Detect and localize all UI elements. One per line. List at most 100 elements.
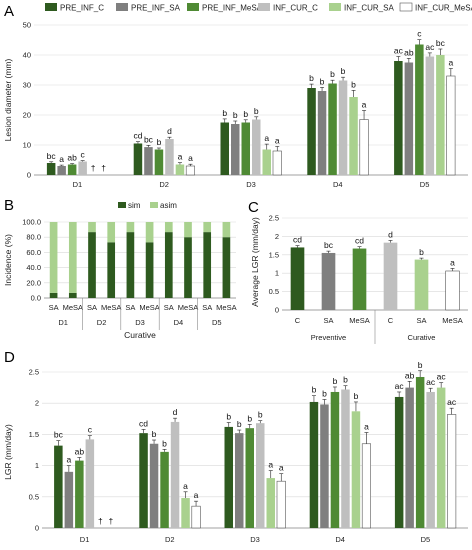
legend-swatch bbox=[116, 3, 128, 11]
panel-a-significance-letter: bc bbox=[47, 151, 57, 161]
panel-b-stacked-bar-sim bbox=[164, 232, 173, 298]
panel-c-bar bbox=[290, 247, 305, 310]
panel-c-group-label: Curative bbox=[408, 333, 436, 342]
panel-a-bar bbox=[394, 61, 403, 175]
panel-d-significance-letter: a bbox=[268, 460, 273, 470]
legend-label: INF_CUR_SA bbox=[344, 4, 394, 13]
panel-d-significance-letter: b bbox=[418, 360, 423, 370]
panel-d-bar bbox=[245, 428, 254, 528]
legend-swatch bbox=[187, 3, 199, 11]
panel-a-bar bbox=[133, 143, 143, 175]
panel-a-category-label: D2 bbox=[159, 180, 169, 189]
panel-d-bar bbox=[181, 498, 190, 528]
panel-c-category-label: SA bbox=[323, 316, 333, 325]
panel-a-significance-letter: cd bbox=[133, 131, 142, 141]
panel-c-bar bbox=[383, 242, 398, 310]
panel-d-significance-letter: a bbox=[279, 463, 284, 473]
panel-label-d: D bbox=[4, 349, 15, 366]
panel-a-bar bbox=[144, 147, 153, 175]
panel-d-category-label: D2 bbox=[165, 535, 175, 544]
panel-a-y-tick-label: 30 bbox=[23, 81, 31, 90]
panel-c-bar bbox=[445, 270, 460, 311]
panel-a-significance-letter: b bbox=[157, 137, 162, 147]
panel-b-y-tick-label: 80.0 bbox=[26, 233, 41, 242]
panel-d-y-tick-label: 0 bbox=[35, 524, 39, 533]
panel-b-stacked-bar-sim bbox=[203, 232, 212, 298]
panel-a-significance-letter: ab bbox=[404, 47, 414, 57]
panel-b-y-axis-title: Incidence (%) bbox=[3, 234, 13, 286]
panel-b-category-label: SA bbox=[164, 303, 174, 312]
panel-a-bar bbox=[446, 75, 456, 176]
panel-b-group-label: D4 bbox=[174, 318, 184, 327]
panel-a-significance-letter: bc bbox=[436, 38, 446, 48]
panel-c-significance-letter: bc bbox=[324, 240, 334, 250]
panel-d-bar bbox=[415, 376, 425, 528]
panel-a-y-axis-title: Lesion diameter (mm) bbox=[3, 59, 13, 142]
panel-c-y-tick-label: 1.5 bbox=[269, 250, 279, 259]
panel-b-stacked-bar-sim bbox=[88, 232, 96, 298]
panel-d-bar bbox=[75, 460, 84, 528]
panel-b-category-label: MeSA bbox=[63, 303, 83, 312]
panel-a-significance-letter: c bbox=[417, 29, 422, 39]
panel-a-y-tick-label: 40 bbox=[23, 51, 31, 60]
panel-a-bar bbox=[349, 97, 358, 175]
panel-d-significance-letter: ac bbox=[437, 372, 447, 382]
panel-c-category-label: SA bbox=[416, 316, 426, 325]
panel-a-bar bbox=[185, 165, 195, 176]
panel-a-bar bbox=[57, 166, 66, 175]
legend-label-sim: sim bbox=[128, 201, 141, 210]
panel-c-bar bbox=[414, 259, 429, 310]
panel-c-y-tick-label: 2 bbox=[275, 232, 279, 241]
panel-d-significance-letter: b bbox=[333, 376, 338, 386]
panel-b-stacked-bar-sim bbox=[107, 242, 116, 298]
panel-c-category-label: MeSA bbox=[442, 316, 462, 325]
panel-d-significance-letter: a bbox=[364, 422, 369, 432]
panel-b-stacked-bar-asim bbox=[126, 222, 135, 233]
panel-d-bar bbox=[64, 471, 74, 528]
panel-d-bar bbox=[405, 387, 414, 528]
panel-c-group-label: Preventive bbox=[311, 333, 346, 342]
panel-a-bar bbox=[404, 62, 414, 175]
panel-a-bar bbox=[338, 80, 348, 175]
panel-a-significance-letter: a bbox=[178, 152, 183, 162]
legend-swatch-sim bbox=[118, 202, 126, 208]
legend-swatch bbox=[258, 3, 270, 11]
panel-a-bar bbox=[231, 124, 240, 175]
panel-a-bar bbox=[307, 88, 316, 175]
panel-a-significance-letter: b bbox=[351, 79, 356, 89]
panel-d-significance-letter: c bbox=[88, 425, 93, 435]
panel-b-category-label: MeSA bbox=[178, 303, 198, 312]
panel-d-bar bbox=[160, 451, 169, 528]
panel-a-bar bbox=[241, 122, 250, 175]
panel-d-bar bbox=[426, 391, 435, 528]
panel-d-bar bbox=[139, 433, 148, 528]
panel-a-category-label: D4 bbox=[333, 180, 343, 189]
legend-swatch-asim bbox=[150, 202, 158, 208]
panel-a-significance-letter: a bbox=[59, 154, 64, 164]
panel-a-bar bbox=[220, 122, 229, 175]
legend-swatch bbox=[45, 3, 57, 11]
panel-d-bar bbox=[54, 445, 63, 528]
panel-label-a: A bbox=[4, 3, 14, 20]
panel-d-significance-letter: ac bbox=[447, 397, 457, 407]
panel-c-y-tick-label: 1 bbox=[275, 269, 279, 278]
panel-c-significance-letter: cd bbox=[293, 235, 302, 245]
panel-label-b: B bbox=[4, 197, 14, 214]
panel-a-bar bbox=[272, 150, 282, 176]
panel-b-group-label: D2 bbox=[97, 318, 107, 327]
panel-a-category-label: D1 bbox=[73, 180, 83, 189]
panel-a-bar bbox=[67, 164, 77, 175]
panel-label-c: C bbox=[248, 199, 259, 216]
panel-c-y-tick-label: 0 bbox=[275, 306, 279, 315]
panel-a-significance-letter: a bbox=[448, 58, 453, 68]
panel-d-significance-letter: b bbox=[312, 385, 317, 395]
panel-b-stacked-bar-asim bbox=[88, 222, 96, 233]
panel-d-dead-marker: † bbox=[98, 516, 103, 526]
panel-a-bar bbox=[328, 83, 337, 175]
legend-label: INF_CUR_MeSA bbox=[415, 4, 472, 13]
panel-c-y-tick-label: 0.5 bbox=[269, 287, 279, 296]
panel-b-stacked-bar-sim bbox=[184, 237, 192, 298]
panel-d-y-tick-label: 1.5 bbox=[29, 430, 39, 439]
panel-d-y-tick-label: 2.5 bbox=[29, 368, 39, 377]
